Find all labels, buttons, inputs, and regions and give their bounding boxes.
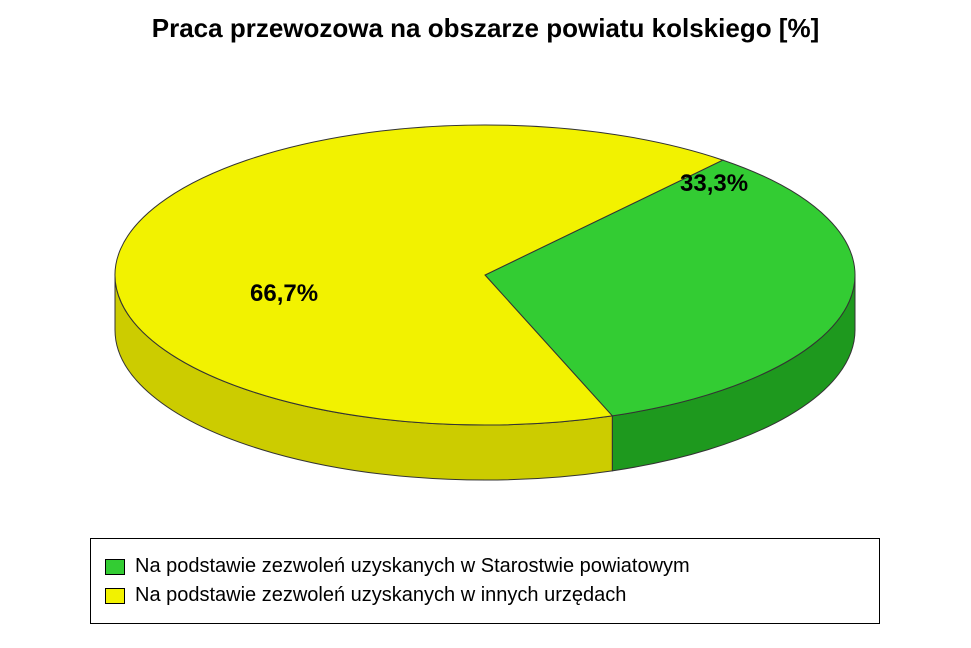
legend-label-0: Na podstawie zezwoleń uzyskanych w Staro… [135,555,690,578]
slice-label-1: 66,7% [250,280,318,308]
legend-item-0: Na podstawie zezwoleń uzyskanych w Staro… [105,555,865,578]
chart-title: Praca przewozowa na obszarze powiatu kol… [0,12,971,45]
pie-chart: 33,3% 66,7% [90,110,880,490]
pie-svg [90,110,880,490]
legend: Na podstawie zezwoleń uzyskanych w Staro… [90,538,880,624]
chart-container: { "chart": { "type": "pie-3d", "title": … [0,0,971,648]
legend-item-1: Na podstawie zezwoleń uzyskanych w innyc… [105,584,865,607]
legend-swatch-1 [105,588,125,604]
legend-swatch-0 [105,559,125,575]
slice-label-0: 33,3% [680,170,748,198]
legend-label-1: Na podstawie zezwoleń uzyskanych w innyc… [135,584,626,607]
